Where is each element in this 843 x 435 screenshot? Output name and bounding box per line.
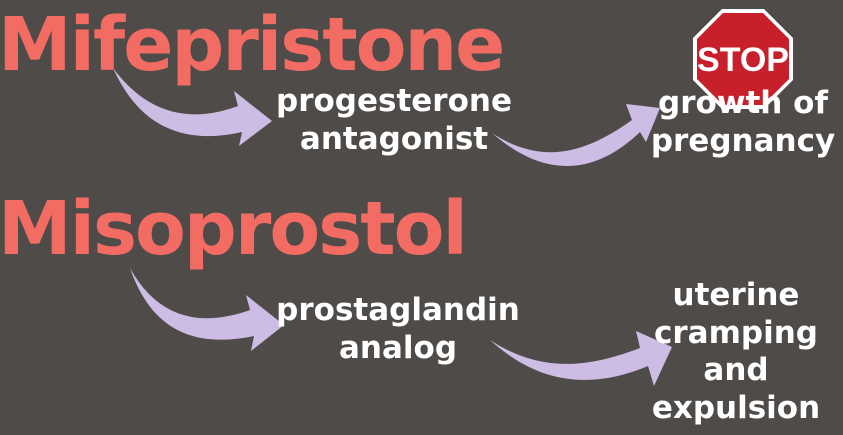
effect-label-misoprostol: uterine cramping and expulsion — [638, 277, 834, 427]
mechanism-label-mifepristone: progesterone antagonist — [270, 83, 518, 159]
arrow-mechanism-to-effect — [492, 104, 660, 167]
mechanism-line-2: analog — [338, 329, 458, 366]
drug-title-mifepristone: Mifepristone — [0, 2, 505, 88]
svg-text:STOP: STOP — [697, 41, 789, 79]
effect-line-3: and — [703, 352, 769, 388]
drug-title-misoprostol: Misoprostol — [0, 186, 468, 272]
effect-line-1: growth of — [658, 85, 828, 121]
effect-line-4: expulsion — [651, 389, 821, 426]
arrow-mechanism-to-effect-2 — [490, 331, 672, 386]
mechanism-line-1: progesterone — [276, 83, 512, 119]
effect-line-2: cramping — [654, 314, 818, 351]
mechanism-label-misoprostol: prostaglandin analog — [270, 292, 526, 368]
mechanism-line-1: prostaglandin — [276, 292, 520, 328]
mechanism-line-2: antagonist — [299, 120, 489, 157]
effect-line-2: pregnancy — [650, 122, 836, 159]
arrow-misoprostol-to-mechanism — [130, 268, 284, 351]
stop-sign-icon: STOP — [692, 8, 794, 110]
effect-label-mifepristone: growth of pregnancy — [646, 85, 840, 161]
effect-line-1: uterine — [672, 277, 800, 313]
arrow-mifepristone-to-mechanism — [113, 68, 272, 146]
